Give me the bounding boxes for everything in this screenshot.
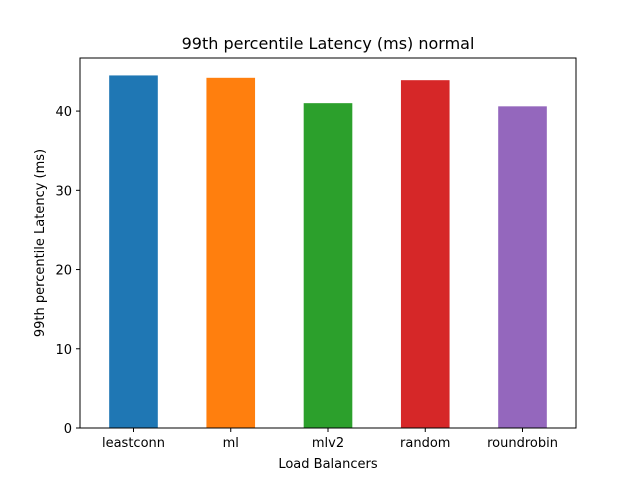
bars-group xyxy=(109,75,547,429)
bar-ml xyxy=(206,77,256,428)
x-tick-label: random xyxy=(400,436,450,451)
x-tick-label: mlv2 xyxy=(312,436,344,451)
bar-leastconn xyxy=(109,75,158,428)
y-tick-label: 10 xyxy=(55,343,72,358)
plot-frame xyxy=(79,57,577,429)
x-tick-label: ml xyxy=(223,436,239,451)
chart-title: 99th percentile Latency (ms) normal xyxy=(182,34,475,53)
bar-roundrobin xyxy=(498,106,547,428)
bar-mlv2 xyxy=(303,103,353,429)
bar-random xyxy=(400,80,450,429)
y-axis-ticks: 0 10 20 30 40 xyxy=(55,105,80,437)
x-axis-label: Load Balancers xyxy=(278,457,378,472)
x-tick-label: leastconn xyxy=(102,436,165,451)
x-tick-label: roundrobin xyxy=(487,436,558,451)
y-tick-label: 40 xyxy=(55,105,72,120)
y-tick-label: 20 xyxy=(55,264,72,279)
x-axis-ticks: leastconn ml mlv2 random roundrobin xyxy=(102,428,558,451)
y-tick-label: 30 xyxy=(55,184,72,199)
y-tick-label: 0 xyxy=(64,422,72,437)
y-axis-label: 99th percentile Latency (ms) xyxy=(33,149,48,337)
